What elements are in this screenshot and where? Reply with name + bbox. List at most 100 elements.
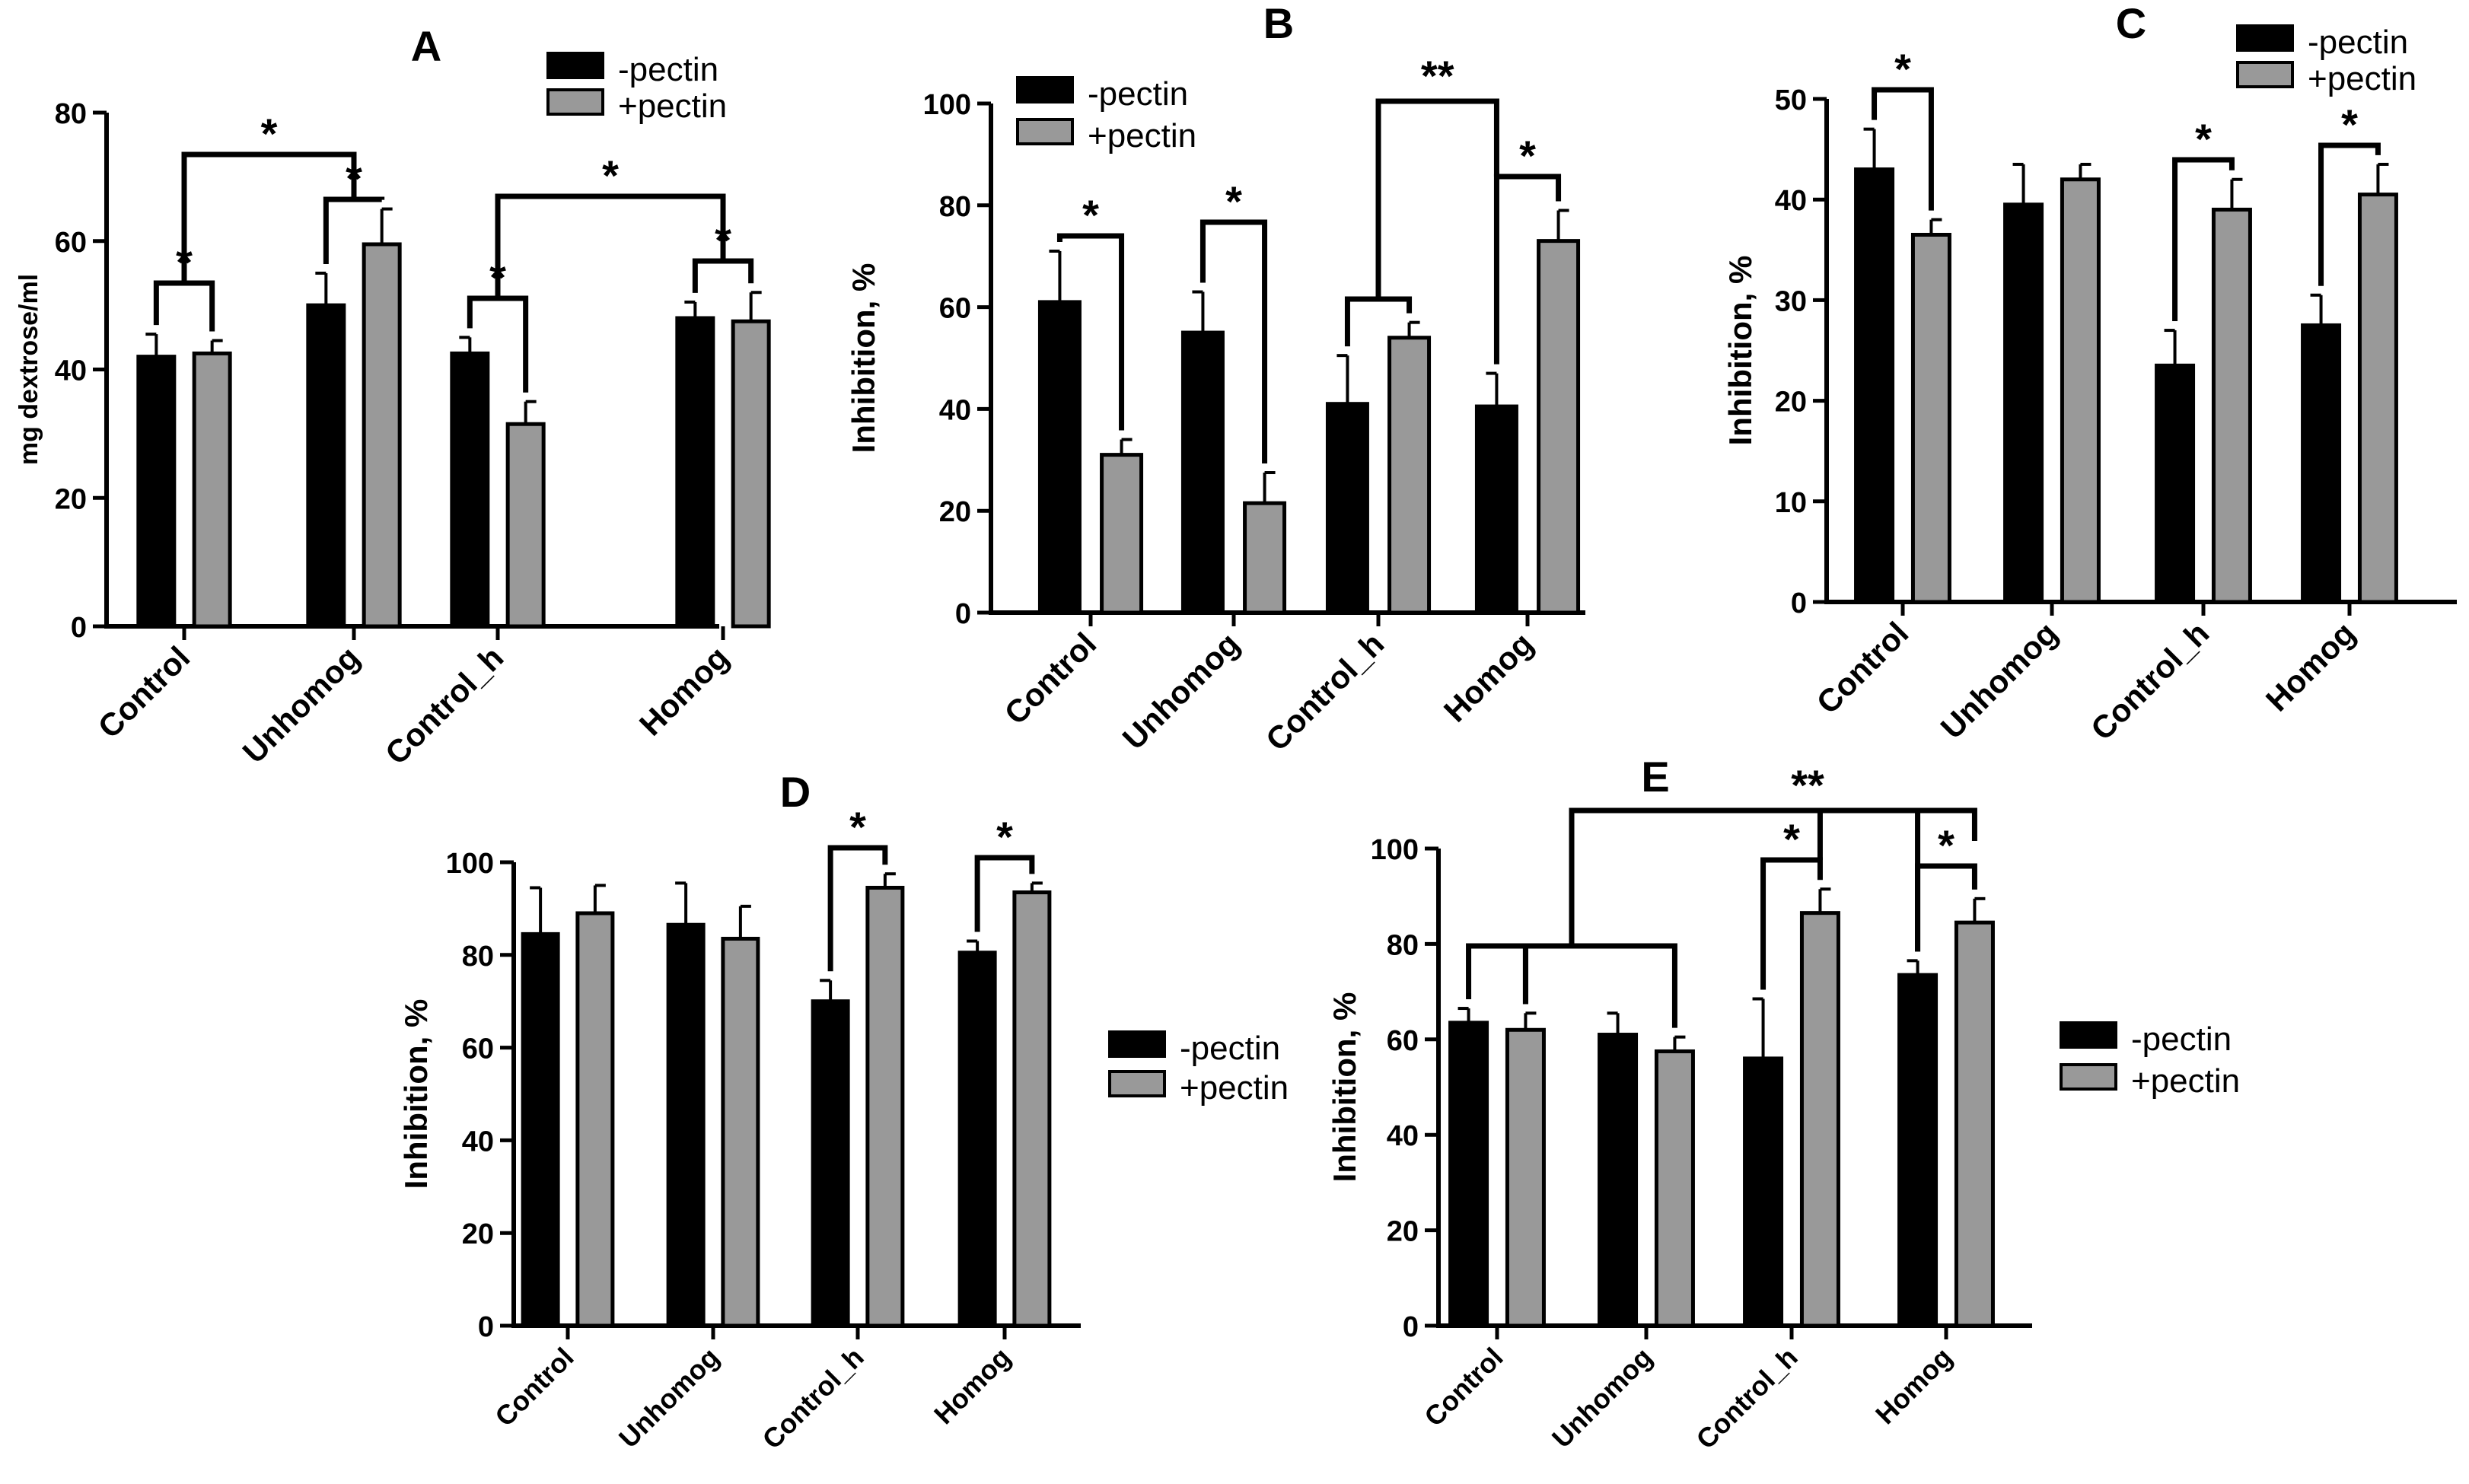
bar-minus-pectin — [1037, 300, 1082, 615]
bar-minus-pectin — [1854, 167, 1895, 604]
y-tick-label: 60 — [939, 293, 971, 325]
y-tick-label: 80 — [1387, 929, 1419, 961]
legend-swatch — [1108, 1030, 1166, 1058]
bar-plus-pectin — [2060, 177, 2101, 604]
significance-bracket — [153, 280, 215, 332]
y-tick-label: 40 — [1387, 1120, 1419, 1152]
bar-minus-pectin — [521, 931, 560, 1328]
panel-title: C — [2116, 0, 2146, 47]
legend-swatch — [1016, 118, 1074, 145]
x-tick-label: Control_h — [378, 639, 510, 771]
y-tick-label: 60 — [55, 227, 87, 259]
y-tick-label: 80 — [462, 941, 494, 973]
y-tick-label: 40 — [939, 394, 971, 426]
bar-plus-pectin — [721, 936, 760, 1328]
legend-label: +pectin — [1088, 117, 1196, 154]
x-tick-label: Control — [91, 639, 197, 745]
bar-minus-pectin — [1897, 973, 1939, 1328]
bar-plus-pectin — [2211, 207, 2252, 604]
bar-minus-pectin — [811, 999, 850, 1328]
y-tick-label: 20 — [462, 1218, 494, 1250]
x-tick-label: Control — [1810, 615, 1916, 721]
bar-minus-pectin — [306, 303, 346, 629]
panel-C: 0 10 20 30 40 50 Inhibition, % C Control Unhomog C… — [1722, 0, 2457, 747]
legend-label: +pectin — [618, 88, 727, 125]
y-axis-label: Inhibition, % — [398, 999, 434, 1189]
significance-bracket — [1493, 174, 1562, 365]
bar-minus-pectin — [2003, 202, 2044, 604]
y-tick-label: 100 — [446, 848, 494, 880]
legend-swatch — [546, 52, 604, 79]
legend-swatch — [546, 88, 604, 116]
x-tick-label: Homog — [2259, 615, 2362, 718]
x-tick-label: Unhomog — [236, 639, 367, 770]
legend-label: -pectin — [2308, 24, 2408, 61]
bar-minus-pectin — [1598, 1033, 1639, 1328]
panel-B: 0 20 40 60 80 100 Inhibition, % B Control Unhomog… — [846, 0, 1585, 758]
bar-plus-pectin — [192, 351, 232, 629]
significance-bracket — [2318, 142, 2381, 286]
legend-swatch — [2060, 1063, 2117, 1091]
bar-plus-pectin — [1654, 1049, 1695, 1328]
significance-bracket — [1760, 857, 1823, 990]
significance-label: * — [2341, 100, 2358, 148]
legend-label: -pectin — [1180, 1030, 1280, 1067]
x-tick-label: Control_h — [2084, 615, 2216, 747]
bar-plus-pectin — [1505, 1027, 1546, 1328]
y-tick-label: 20 — [55, 483, 87, 515]
significance-label: * — [1082, 191, 1099, 239]
legend-label: +pectin — [2308, 60, 2416, 97]
bar-plus-pectin — [362, 242, 402, 629]
bar-minus-pectin — [1743, 1056, 1784, 1328]
y-tick-label: 0 — [478, 1311, 494, 1343]
significance-label: * — [1938, 821, 1954, 869]
x-tick-label: Unhomog — [1116, 626, 1247, 756]
y-tick-label: 0 — [1403, 1311, 1419, 1343]
y-tick-label: 80 — [939, 191, 971, 223]
y-axis-label: Inhibition, % — [1722, 256, 1758, 446]
panel-title: E — [1641, 753, 1669, 801]
bar-plus-pectin — [1537, 239, 1581, 615]
y-axis-label: Inhibition, % — [1327, 992, 1362, 1183]
x-tick-label: Control_h — [1259, 626, 1391, 757]
x-tick-label: Unhomog — [1934, 615, 2065, 746]
panel-D: 0 20 40 60 80 100 Inhibition, % D Control Unhomog… — [398, 768, 1289, 1455]
significance-bracket — [1466, 943, 1528, 1005]
legend-swatch — [1108, 1070, 1166, 1097]
bar-plus-pectin — [575, 911, 615, 1328]
y-tick-label: 50 — [1775, 84, 1807, 116]
significance-bracket — [1569, 807, 1977, 946]
x-tick-label: Unhomog — [613, 1342, 725, 1454]
significance-label: ** — [1421, 52, 1454, 100]
significance-bracket — [1199, 219, 1268, 464]
bar-minus-pectin — [1180, 330, 1225, 615]
panel-E: 0 20 40 60 80 100 Inhibition, % E Control Unhomog… — [1327, 753, 2240, 1455]
y-tick-label: 20 — [939, 496, 971, 528]
bar-plus-pectin — [731, 319, 771, 629]
x-tick-label: Homog — [1869, 1342, 1958, 1431]
y-axis-label: Inhibition, % — [846, 263, 881, 454]
significance-label: * — [2195, 115, 2212, 163]
bar-minus-pectin — [675, 316, 715, 629]
significance-bracket — [495, 193, 726, 298]
significance-label: * — [849, 803, 866, 851]
bar-plus-pectin — [2357, 193, 2398, 604]
significance-bracket — [1056, 233, 1125, 431]
y-tick-label: 40 — [1775, 185, 1807, 217]
legend-swatch — [2060, 1021, 2117, 1049]
x-tick-label: Homog — [928, 1342, 1017, 1431]
bar-plus-pectin — [1799, 911, 1840, 1328]
significance-label: * — [996, 813, 1013, 861]
bar-plus-pectin — [865, 885, 905, 1328]
x-tick-label: Control — [1418, 1342, 1508, 1432]
y-tick-label: 100 — [923, 89, 971, 121]
panel-A: 0 20 40 60 80 mg dextrose/ml A Control Unhomog Co… — [14, 22, 771, 772]
significance-bracket — [1522, 943, 1677, 1028]
significance-bracket — [827, 845, 888, 972]
significance-label: * — [1519, 132, 1536, 180]
y-tick-label: 10 — [1775, 487, 1807, 519]
bar-plus-pectin — [1100, 453, 1144, 615]
bar-plus-pectin — [1012, 890, 1052, 1328]
legend-swatch — [2236, 61, 2294, 88]
